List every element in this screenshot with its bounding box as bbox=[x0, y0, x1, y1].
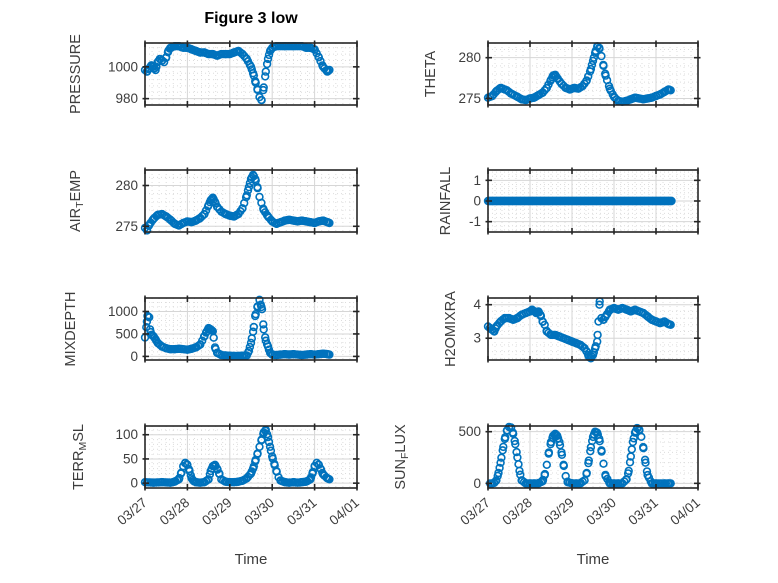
x-axis-label-left: Time bbox=[234, 551, 268, 568]
axes-box bbox=[485, 167, 701, 235]
y-tick-label: 0 bbox=[130, 349, 138, 364]
subplot-terr-msl: 0 50 100 TERRMSL 03/27 03/28 03/29 03/30 03/31 04… bbox=[71, 423, 362, 528]
figure-title: Figure 3 low bbox=[204, 10, 298, 27]
subplot-mixdepth: 0 500 1000 MIXDEPTH bbox=[63, 292, 360, 367]
x-tick-label: 04/01 bbox=[326, 495, 362, 528]
x-tick-label: 03/29 bbox=[199, 495, 235, 528]
x-tick-label: 03/30 bbox=[242, 495, 278, 528]
x-tick-label: 03/31 bbox=[625, 495, 661, 528]
y-tick-label: 0 bbox=[473, 476, 481, 491]
y-tick-label: 50 bbox=[123, 451, 138, 466]
ylabel-pressure: PRESSURE bbox=[68, 34, 84, 114]
subplot-h2omixra: 3 4 H2OMIXRA bbox=[443, 291, 701, 367]
axes-box bbox=[142, 423, 360, 491]
h2omixra-markers bbox=[483, 297, 675, 363]
subplot-pressure: 980 1000 PRESSURE bbox=[68, 34, 360, 114]
axes-box bbox=[485, 40, 701, 108]
x-tick-label: 03/27 bbox=[457, 495, 493, 528]
axes-box bbox=[142, 40, 360, 108]
y-tick-label: 500 bbox=[458, 424, 481, 439]
major-grid bbox=[145, 426, 357, 488]
x-tick-label: 03/30 bbox=[583, 495, 619, 528]
axes-box bbox=[142, 295, 360, 363]
x-tick-label: 03/28 bbox=[499, 495, 535, 528]
y-tick-label: 3 bbox=[473, 331, 481, 346]
ylabel-terr-msl: TERRMSL bbox=[71, 424, 89, 490]
mixdepth-markers bbox=[140, 295, 334, 361]
y-tick-label: 275 bbox=[458, 91, 481, 106]
y-tick-label: 1 bbox=[473, 173, 481, 188]
air-temp-markers bbox=[140, 170, 334, 235]
x-tick-label: 03/31 bbox=[284, 495, 320, 528]
axes-box bbox=[485, 423, 701, 491]
y-tick-label: -1 bbox=[469, 214, 481, 229]
ylabel-h2omixra: H2OMIXRA bbox=[443, 291, 459, 367]
ylabel-sun-flux: SUNFLUX bbox=[393, 424, 411, 490]
terr-msl-markers bbox=[140, 425, 334, 487]
axes-box bbox=[485, 295, 701, 363]
y-tick-label: 280 bbox=[115, 178, 138, 193]
y-tick-label: 980 bbox=[115, 91, 138, 106]
axes-box bbox=[142, 167, 360, 235]
ylabel-mixdepth: MIXDEPTH bbox=[63, 292, 79, 367]
y-tick-label: 1000 bbox=[108, 304, 138, 319]
subplot-rainfall: -1 0 1 RAINFALL bbox=[438, 167, 701, 236]
ylabel-rainfall: RAINFALL bbox=[438, 167, 454, 236]
y-tick-label: 280 bbox=[458, 50, 481, 65]
x-tick-label: 03/28 bbox=[157, 495, 193, 528]
y-tick-label: 0 bbox=[473, 194, 481, 209]
x-tick-label: 03/29 bbox=[541, 495, 577, 528]
y-tick-label: 1000 bbox=[108, 59, 138, 74]
x-axis-label-right: Time bbox=[576, 551, 610, 568]
x-tick-label: 03/27 bbox=[114, 495, 150, 528]
y-tick-label: 500 bbox=[115, 326, 138, 341]
y-tick-label: 275 bbox=[115, 219, 138, 234]
sun-flux-markers bbox=[485, 422, 675, 488]
y-tick-label: 0 bbox=[130, 476, 138, 491]
x-tick-label: 04/01 bbox=[667, 495, 703, 528]
subplot-air-temp: 275 280 AIRTEMP bbox=[68, 167, 360, 235]
y-tick-label: 4 bbox=[473, 297, 481, 312]
major-grid bbox=[488, 298, 698, 360]
rainfall-markers bbox=[483, 196, 676, 206]
y-tick-label: 100 bbox=[115, 427, 138, 442]
pressure-markers bbox=[140, 41, 334, 105]
ylabel-air-temp: AIRTEMP bbox=[68, 170, 86, 232]
ylabel-theta: THETA bbox=[423, 50, 439, 97]
subplot-sun-flux: 0 500 SUNFLUX 03/27 03/28 03/29 03/30 03/31 04/0… bbox=[393, 422, 703, 528]
major-grid bbox=[145, 298, 357, 360]
subplot-theta: 275 280 THETA bbox=[423, 40, 701, 108]
